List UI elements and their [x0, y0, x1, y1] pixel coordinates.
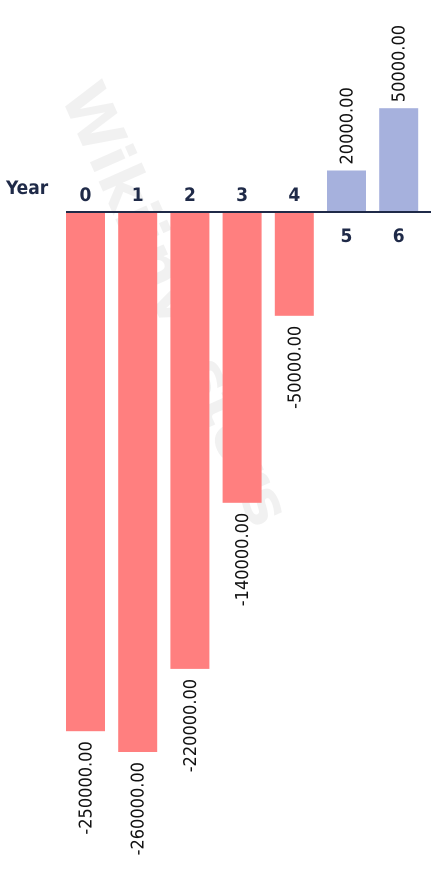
tick-label-4: 4: [288, 184, 300, 206]
data-label-1: -260000.00: [128, 762, 149, 855]
bar-year-3: [222, 212, 262, 503]
bar-year-6: [379, 108, 419, 212]
data-label-6: 50000.00: [389, 25, 410, 102]
bar-year-0: [66, 212, 105, 732]
tick-label-2: 2: [184, 184, 196, 206]
x-axis-title: Year: [5, 177, 49, 199]
bar-year-4: [274, 212, 314, 316]
data-label-5: 20000.00: [337, 87, 358, 164]
data-label-0: -250000.00: [76, 741, 97, 834]
tick-label-5: 5: [341, 225, 353, 247]
tick-label-1: 1: [132, 184, 144, 206]
data-label-3: -140000.00: [232, 513, 253, 606]
data-labels-layer: -250000.00 -260000.00 -220000.00 -140000.00…: [76, 25, 410, 855]
data-label-2: -220000.00: [180, 679, 201, 772]
bar-year-5: [327, 170, 366, 212]
bar-year-1: [118, 212, 158, 752]
tick-label-6: 6: [393, 225, 405, 247]
data-label-4: -50000.00: [284, 326, 305, 409]
bars-layer: [66, 108, 419, 752]
tick-label-0: 0: [80, 184, 92, 206]
tick-label-3: 3: [236, 184, 248, 206]
bar-year-2: [170, 212, 210, 669]
tick-labels-layer: 0 1 2 3 4 5 6: [80, 184, 405, 247]
